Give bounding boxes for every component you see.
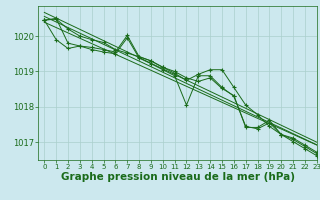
X-axis label: Graphe pression niveau de la mer (hPa): Graphe pression niveau de la mer (hPa) <box>60 172 295 182</box>
